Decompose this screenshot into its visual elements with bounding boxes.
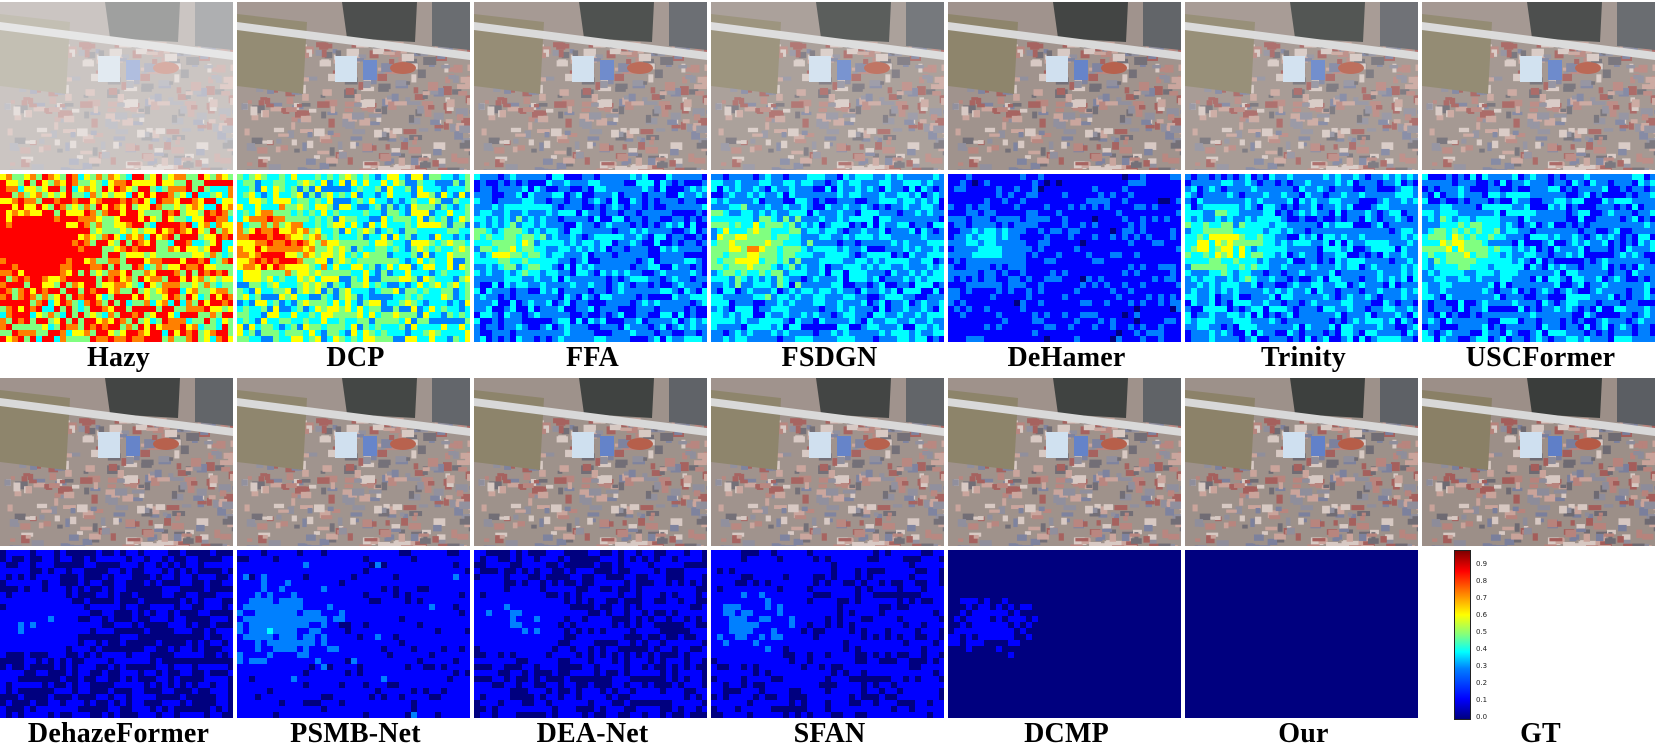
image-trinity [1185,2,1418,170]
colorbar-tick: 0.2 [1476,679,1487,687]
error-map-hazy [0,174,233,342]
colorbar-tick: 0.8 [1476,577,1487,585]
colorbar-tick: 0.7 [1476,594,1487,602]
colorbar-tick: 0.4 [1476,645,1487,653]
label-sfan: SFAN [711,718,948,750]
image-dehazeformer [0,378,233,546]
label-uscformer: USCFormer [1422,342,1656,374]
label-ffa: FFA [474,342,711,374]
image-psmb-net [237,378,470,546]
image-dcmp [948,378,1181,546]
image-gt [1422,378,1655,546]
error-map-our [1185,550,1418,718]
error-map-uscformer [1422,174,1655,342]
colorbar-tick: 0.6 [1476,611,1487,619]
colorbar-tick: 0.3 [1476,662,1487,670]
error-map-dehazeformer [0,550,233,718]
image-ffa [474,2,707,170]
label-dea-net: DEA-Net [474,718,711,750]
error-map-fsdgn [711,174,944,342]
error-map-sfan [711,550,944,718]
label-dehazeformer: DehazeFormer [0,718,237,750]
image-uscformer [1422,2,1655,170]
image-fsdgn [711,2,944,170]
error-map-dea-net [474,550,707,718]
error-map-dcp [237,174,470,342]
label-dcp: DCP [237,342,474,374]
image-hazy [0,2,233,170]
label-our: Our [1185,718,1422,750]
label-trinity: Trinity [1185,342,1422,374]
label-hazy: Hazy [0,342,237,374]
image-dehamer [948,2,1181,170]
error-map-dcmp [948,550,1181,718]
label-psmb-net: PSMB-Net [237,718,474,750]
error-map-trinity [1185,174,1418,342]
colorbar-tick: 0.5 [1476,628,1487,636]
colorbar [1454,550,1471,720]
error-map-dehamer [948,174,1181,342]
colorbar-tick: 0.9 [1476,560,1487,568]
label-fsdgn: FSDGN [711,342,948,374]
image-our [1185,378,1418,546]
label-dcmp: DCMP [948,718,1185,750]
label-dehamer: DeHamer [948,342,1185,374]
colorbar-tick: 0.1 [1476,696,1487,704]
error-map-ffa [474,174,707,342]
error-map-psmb-net [237,550,470,718]
label-gt: GT [1422,718,1656,750]
image-dea-net [474,378,707,546]
image-dcp [237,2,470,170]
image-sfan [711,378,944,546]
